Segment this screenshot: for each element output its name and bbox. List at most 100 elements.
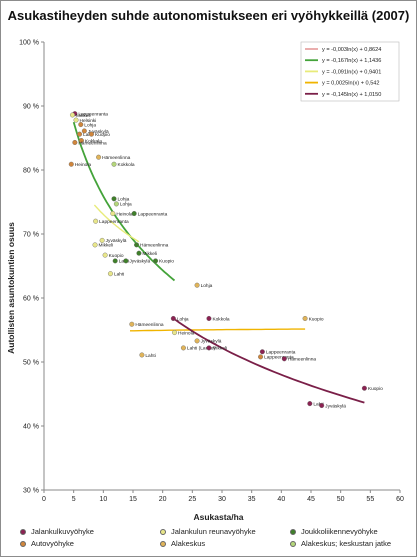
data-point [206, 315, 212, 321]
zone-legend-label: Jalankulun reunavyöhyke [171, 527, 256, 536]
data-point [123, 258, 129, 264]
data-point-label: Lappeenranta [266, 350, 296, 356]
data-point-label: Hämeenlinna [78, 140, 107, 146]
data-point [259, 349, 265, 355]
data-point-label: Jyväskylä [129, 259, 150, 265]
data-point [194, 282, 200, 288]
data-point-label: Lahti (Laune) [187, 346, 216, 352]
y-tick-label: 100 % [19, 40, 39, 47]
data-point-label: Kuopio [368, 386, 383, 392]
data-point-label: Lohja [177, 316, 189, 322]
data-point [136, 250, 142, 256]
data-point-label: Heinola [116, 211, 133, 217]
x-tick-label: 50 [337, 496, 345, 503]
x-tick-label: 40 [277, 496, 285, 503]
zone-legend-item: Alakeskus [160, 539, 205, 548]
data-point [319, 403, 325, 409]
data-point-label: Heinola [178, 330, 195, 336]
y-tick-label: 40 % [23, 424, 39, 431]
data-point [72, 139, 78, 145]
data-point-label: Lahti [313, 401, 323, 407]
x-tick-label: 0 [42, 496, 46, 503]
x-tick-label: 5 [72, 496, 76, 503]
data-point [88, 131, 94, 137]
data-point [107, 271, 113, 277]
data-point [180, 345, 186, 351]
data-point [194, 338, 200, 344]
data-point-label: Jyväskylä [88, 129, 109, 135]
zone-legend-label: Jalankulkuvyöhyke [31, 527, 94, 536]
data-point [112, 258, 118, 264]
data-point-label: Heinola [75, 162, 92, 168]
data-point-label: Lohja [84, 122, 96, 128]
trendline-legend-label: y = 0,0025ln(x) + 0,542 [322, 81, 380, 87]
trendline-joukkoliikenne [72, 121, 176, 282]
data-point [102, 252, 108, 258]
zone-legend-item: Jalankulkuvyöhyke [20, 527, 94, 536]
trendline-jalankulku [173, 318, 365, 404]
y-tick-label: 80 % [23, 168, 39, 175]
data-point [258, 354, 264, 360]
data-point [81, 128, 87, 134]
trendline-alakeskus [130, 328, 306, 332]
data-point-label: Lahti [83, 132, 93, 138]
data-point [92, 242, 98, 248]
data-point [78, 138, 84, 144]
data-point-label: Hämeenlinna [102, 155, 131, 161]
data-point [93, 218, 99, 224]
data-point [131, 211, 137, 217]
y-tick-label: 50 % [23, 360, 39, 367]
data-point-label: Jyväskylä [201, 339, 222, 345]
data-point-label: Lohja [120, 202, 132, 208]
zone-legend-marker [290, 529, 296, 536]
trendline-legend-label: y = -0,003ln(x) + 0,8624 [322, 47, 381, 53]
data-point [110, 211, 116, 217]
data-point [281, 356, 287, 362]
x-tick-label: 30 [218, 496, 226, 503]
y-tick-label: 30 % [23, 488, 39, 495]
data-point-label: Kokkola [212, 316, 229, 322]
data-point-label: Mikkeli [212, 346, 227, 352]
data-point-label: Kokkola [85, 138, 102, 144]
trendline-reuna [93, 204, 140, 243]
zone-legend-marker [160, 541, 166, 548]
data-point [111, 161, 117, 167]
data-point [129, 321, 135, 327]
data-point [153, 258, 159, 264]
data-point-label: Lappeenranta [264, 355, 294, 361]
data-point-label: Helsinki [80, 118, 97, 124]
trendline-legend-label: y = -0,091ln(x) + 0,9401 [322, 69, 381, 75]
zone-legend-item: Alakeskus; keskustan jatke [290, 539, 391, 548]
data-point [111, 196, 117, 202]
data-point-label: Hämeenlinna [288, 357, 317, 363]
x-tick-label: 45 [307, 496, 315, 503]
data-point-label: Kuopio [159, 259, 174, 265]
x-axis-label: Asukasta/ha [193, 512, 244, 522]
trendline-legend-label: y = -0,145ln(x) + 1,0150 [322, 92, 381, 98]
x-tick-label: 10 [99, 496, 107, 503]
zone-legend-label: Joukkoliikennevyöhyke [301, 527, 378, 536]
x-tick-label: 25 [188, 496, 196, 503]
data-point [77, 131, 83, 137]
data-point-label: Lohja [118, 197, 130, 203]
data-point [134, 242, 140, 248]
x-tick-label: 35 [248, 496, 256, 503]
data-point-label: Lappeenranta [99, 219, 129, 225]
zone-legend-label: Autovyöhyke [31, 539, 74, 548]
data-point-label: Kuopio [109, 253, 124, 259]
data-point-label: Lahti [114, 271, 124, 277]
data-point [68, 161, 74, 167]
data-point-label: Hämeenlinna [135, 322, 164, 328]
data-point [69, 112, 75, 118]
zone-legend-item: Joukkoliikennevyöhyke [290, 527, 378, 536]
data-point-label: Kuopio [309, 316, 324, 322]
data-point-label: Lappeenranta [138, 211, 168, 217]
data-point [78, 122, 84, 128]
data-point-label: Lahti [145, 353, 155, 359]
zone-legend-marker [160, 529, 166, 536]
data-point-label: Jyväskylä [325, 403, 346, 409]
data-point [307, 401, 313, 407]
zone-legend-marker [20, 541, 26, 548]
x-tick-label: 55 [366, 496, 374, 503]
zone-legend-label: Alakeskus; keskustan jatke [301, 539, 392, 548]
